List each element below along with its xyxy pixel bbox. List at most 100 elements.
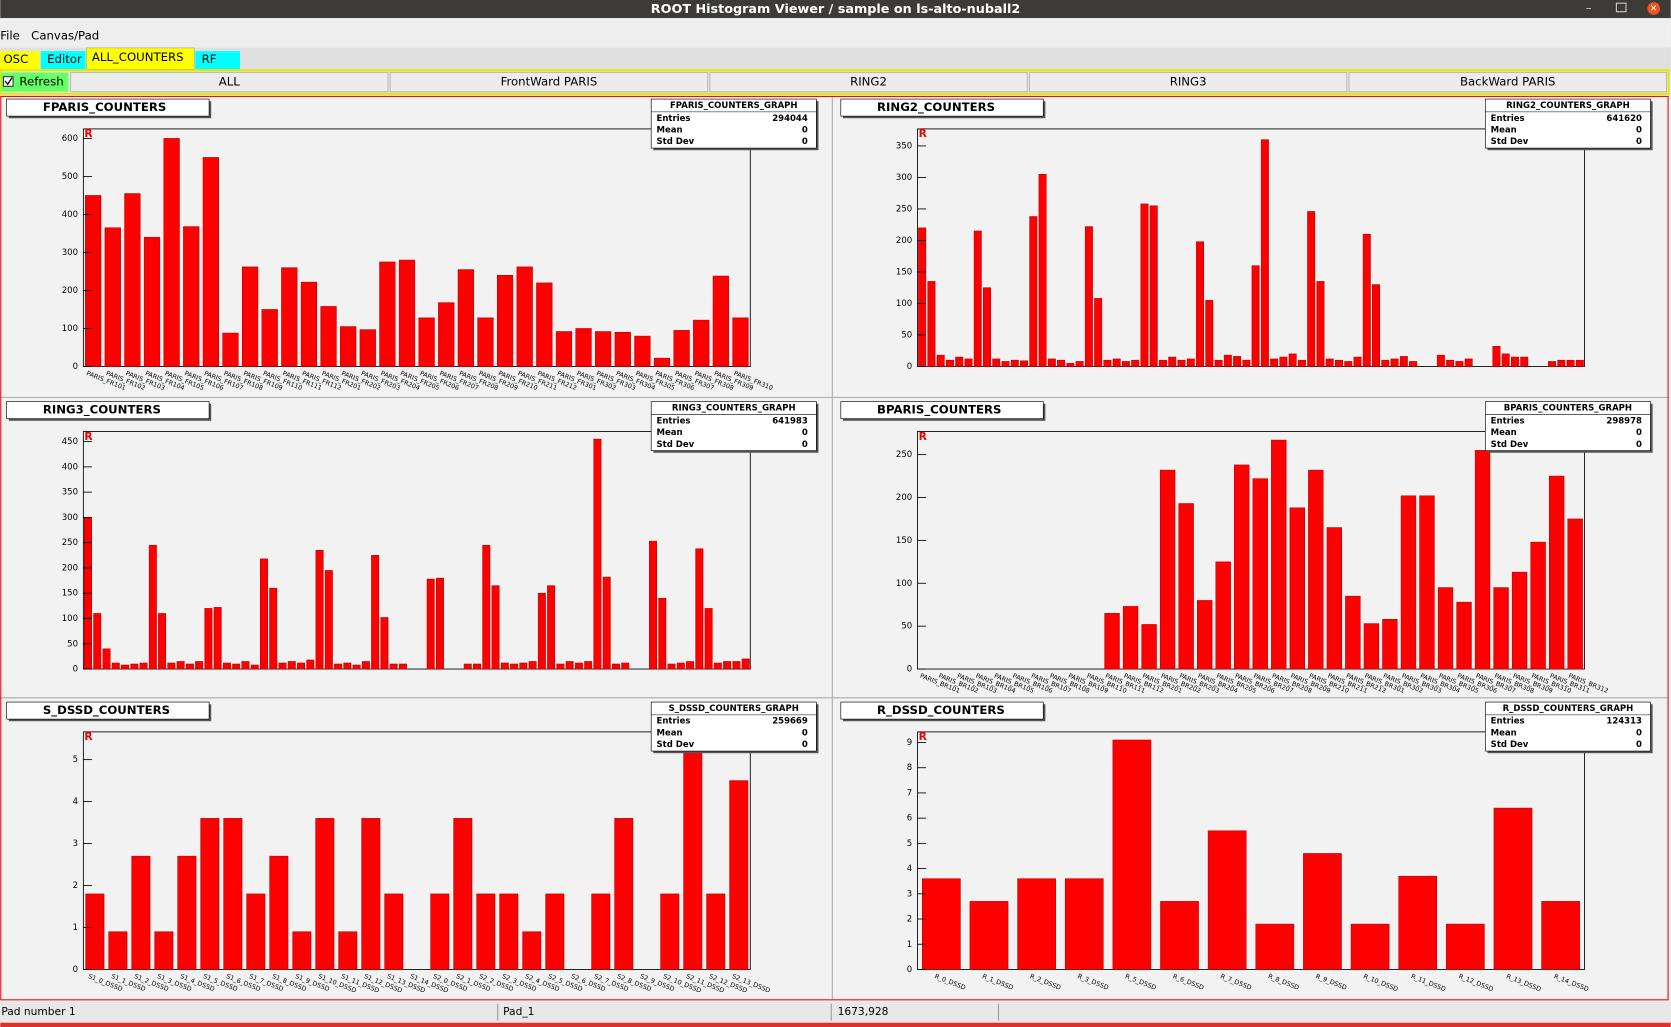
stats-label: Entries — [1491, 416, 1525, 426]
bar — [555, 331, 573, 367]
bar — [324, 570, 333, 670]
bar — [177, 855, 197, 970]
bar — [200, 818, 220, 970]
root-marker: R — [919, 430, 927, 443]
tab-rf[interactable] — [195, 51, 240, 70]
bar — [426, 578, 435, 670]
nav-button[interactable] — [1348, 71, 1668, 93]
y-tick-label: 600 — [62, 134, 78, 144]
bar — [1390, 358, 1399, 367]
menu-file[interactable]: File — [0, 29, 20, 43]
stats-label: Entries — [657, 114, 691, 124]
stats-title: FPARIS_COUNTERS_GRAPH — [670, 101, 798, 111]
y-tick-label: 450 — [62, 437, 78, 447]
y-tick-label: 400 — [62, 462, 78, 472]
y-tick-label: 9 — [907, 738, 912, 748]
bar — [163, 138, 180, 367]
bar — [1121, 361, 1130, 367]
bar — [1501, 353, 1510, 367]
y-tick-label: 200 — [896, 236, 912, 246]
bar — [1362, 233, 1371, 367]
bar — [246, 893, 266, 970]
stats-value: 0 — [802, 428, 808, 438]
bar — [516, 266, 533, 367]
bar — [1325, 358, 1334, 367]
y-tick-label: 3 — [73, 839, 78, 849]
stats-value: 0 — [1636, 740, 1642, 750]
bar — [955, 356, 964, 367]
bar — [602, 576, 611, 670]
stats-label: Mean — [657, 428, 683, 438]
bar — [634, 335, 651, 367]
y-tick-label: 1 — [907, 940, 912, 950]
bar — [379, 261, 396, 367]
bar — [287, 661, 296, 670]
bar — [223, 818, 243, 970]
stats-value: 294044 — [772, 114, 808, 124]
bar — [732, 661, 741, 670]
bar — [482, 544, 491, 670]
bar — [398, 663, 407, 670]
bar — [300, 281, 318, 367]
bar — [1381, 359, 1390, 367]
bar — [438, 302, 455, 367]
bar — [1455, 361, 1464, 367]
bar — [352, 664, 361, 670]
bar — [1020, 360, 1029, 367]
bar — [1326, 527, 1343, 670]
stats-value: 0 — [1636, 728, 1642, 738]
window-title: ROOT Histogram Viewer / sample on ls-alt… — [651, 2, 1020, 17]
canvas-border — [0, 95, 1669, 1001]
bar — [1548, 361, 1556, 367]
bar — [1112, 739, 1152, 970]
bar — [1168, 356, 1177, 367]
refresh-toggle[interactable] — [1, 72, 69, 92]
bar — [499, 893, 519, 970]
stats-title: BPARIS_COUNTERS_GRAPH — [1504, 404, 1632, 414]
close-button[interactable] — [1647, 2, 1661, 15]
stats-label: Entries — [1491, 717, 1525, 727]
bar — [1038, 174, 1047, 367]
y-tick-label: 250 — [896, 450, 912, 460]
tab-osc[interactable] — [0, 51, 40, 70]
bar — [1001, 361, 1010, 367]
stats-title: R_DSSD_COUNTERS_GRAPH — [1503, 704, 1634, 714]
bar — [476, 893, 496, 970]
bar — [1057, 359, 1066, 367]
stats-value: 0 — [1636, 125, 1642, 135]
nav-button-label: RING3 — [1170, 75, 1207, 89]
bar — [1207, 830, 1247, 970]
nav-button-label: RING2 — [850, 75, 887, 89]
maximize-button[interactable] — [1615, 2, 1627, 13]
bar — [1511, 571, 1528, 670]
bar — [1289, 507, 1305, 670]
bar — [93, 613, 102, 670]
bar — [1399, 356, 1408, 367]
pad-title-box — [6, 98, 210, 117]
bar — [1214, 359, 1223, 367]
stats-value: 641983 — [772, 416, 808, 426]
y-tick-label: 7 — [907, 788, 912, 798]
bar — [611, 663, 620, 670]
menu-canvas[interactable]: Canvas/Pad — [31, 29, 99, 43]
tab-editor[interactable] — [40, 51, 86, 70]
nav-button[interactable] — [389, 71, 709, 93]
bar — [430, 893, 450, 970]
bar — [496, 274, 514, 367]
bar — [537, 592, 546, 670]
stats-value: 124313 — [1606, 717, 1642, 727]
bar — [1104, 613, 1120, 670]
bar — [729, 780, 749, 970]
nav-button[interactable] — [709, 71, 1028, 93]
bar — [545, 893, 565, 970]
bar — [167, 662, 176, 670]
refresh-checkbox[interactable] — [2, 76, 14, 87]
bar — [320, 306, 337, 367]
nav-button[interactable] — [70, 71, 389, 93]
bar — [1017, 878, 1056, 970]
bar — [1177, 359, 1186, 367]
bar — [593, 438, 602, 670]
bar — [945, 359, 954, 367]
minimize-button[interactable]: – — [1586, 1, 1592, 15]
nav-button[interactable] — [1028, 71, 1348, 93]
